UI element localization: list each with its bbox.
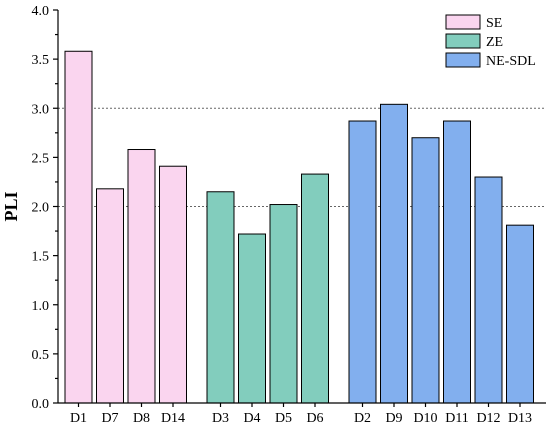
x-tick-label-d2: D2: [354, 411, 371, 426]
x-tick-label-d12: D12: [476, 411, 500, 426]
x-tick-label-d8: D8: [133, 411, 150, 426]
bar-d11: [443, 120, 471, 404]
bar-d6: [301, 173, 329, 404]
bar-d14: [159, 165, 187, 404]
x-tick-label-d11: D11: [445, 411, 469, 426]
labels-layer: D1 D7 D8 D14 D3 D4 D5 D6 D2 D9 D10 D11 D12 D13 0.0 0.5 1…: [1, 4, 532, 426]
y-tick-label-4: 4.0: [32, 4, 50, 19]
legend-label-ze: ZE: [486, 35, 503, 50]
y-tick-label-3-5: 3.5: [32, 53, 50, 68]
y-tick-label-2-5: 2.5: [32, 151, 50, 166]
y-tick-label-3: 3.0: [32, 102, 50, 117]
bars-layer: [64, 50, 534, 404]
x-tick-label-d4: D4: [243, 411, 260, 426]
y-tick-label-1: 1.0: [32, 299, 50, 314]
bar-d4: [238, 233, 266, 404]
bar-d2: [348, 120, 377, 404]
legend-swatch-ne-sdl: [445, 52, 481, 68]
x-tick-label-d9: D9: [385, 411, 402, 426]
legend: SE ZE NE-SDL: [445, 14, 536, 69]
x-tick-label-d13: D13: [508, 411, 532, 426]
x-tick-label-d1: D1: [70, 411, 87, 426]
bar-d10: [411, 137, 440, 404]
axes-layer: [53, 9, 546, 407]
legend-swatch-se: [445, 14, 481, 30]
x-tick-label-d10: D10: [413, 411, 437, 426]
y-tick-label-0: 0.0: [32, 397, 50, 412]
y-tick-label-2: 2.0: [32, 201, 50, 216]
bar-d13: [506, 224, 534, 404]
bar-d7: [96, 188, 124, 404]
y-tick-label-0-5: 0.5: [32, 348, 50, 363]
bar-d12: [474, 176, 503, 404]
x-tick-label-d7: D7: [101, 411, 118, 426]
x-tick-label-d6: D6: [306, 411, 323, 426]
x-tick-label-d14: D14: [161, 411, 185, 426]
bar-d5: [269, 204, 298, 404]
y-tick-label-1-5: 1.5: [32, 250, 50, 265]
bar-d3: [206, 191, 235, 404]
bar-d8: [127, 149, 156, 404]
bar-d1: [64, 50, 93, 404]
legend-label-ne-sdl: NE-SDL: [486, 54, 536, 69]
x-tick-label-d5: D5: [275, 411, 292, 426]
y-axis-title: PLI: [1, 191, 21, 221]
bar-d9: [380, 103, 408, 404]
legend-label-se: SE: [486, 16, 502, 31]
legend-swatch-ze: [445, 33, 481, 49]
x-tick-label-d3: D3: [212, 411, 229, 426]
